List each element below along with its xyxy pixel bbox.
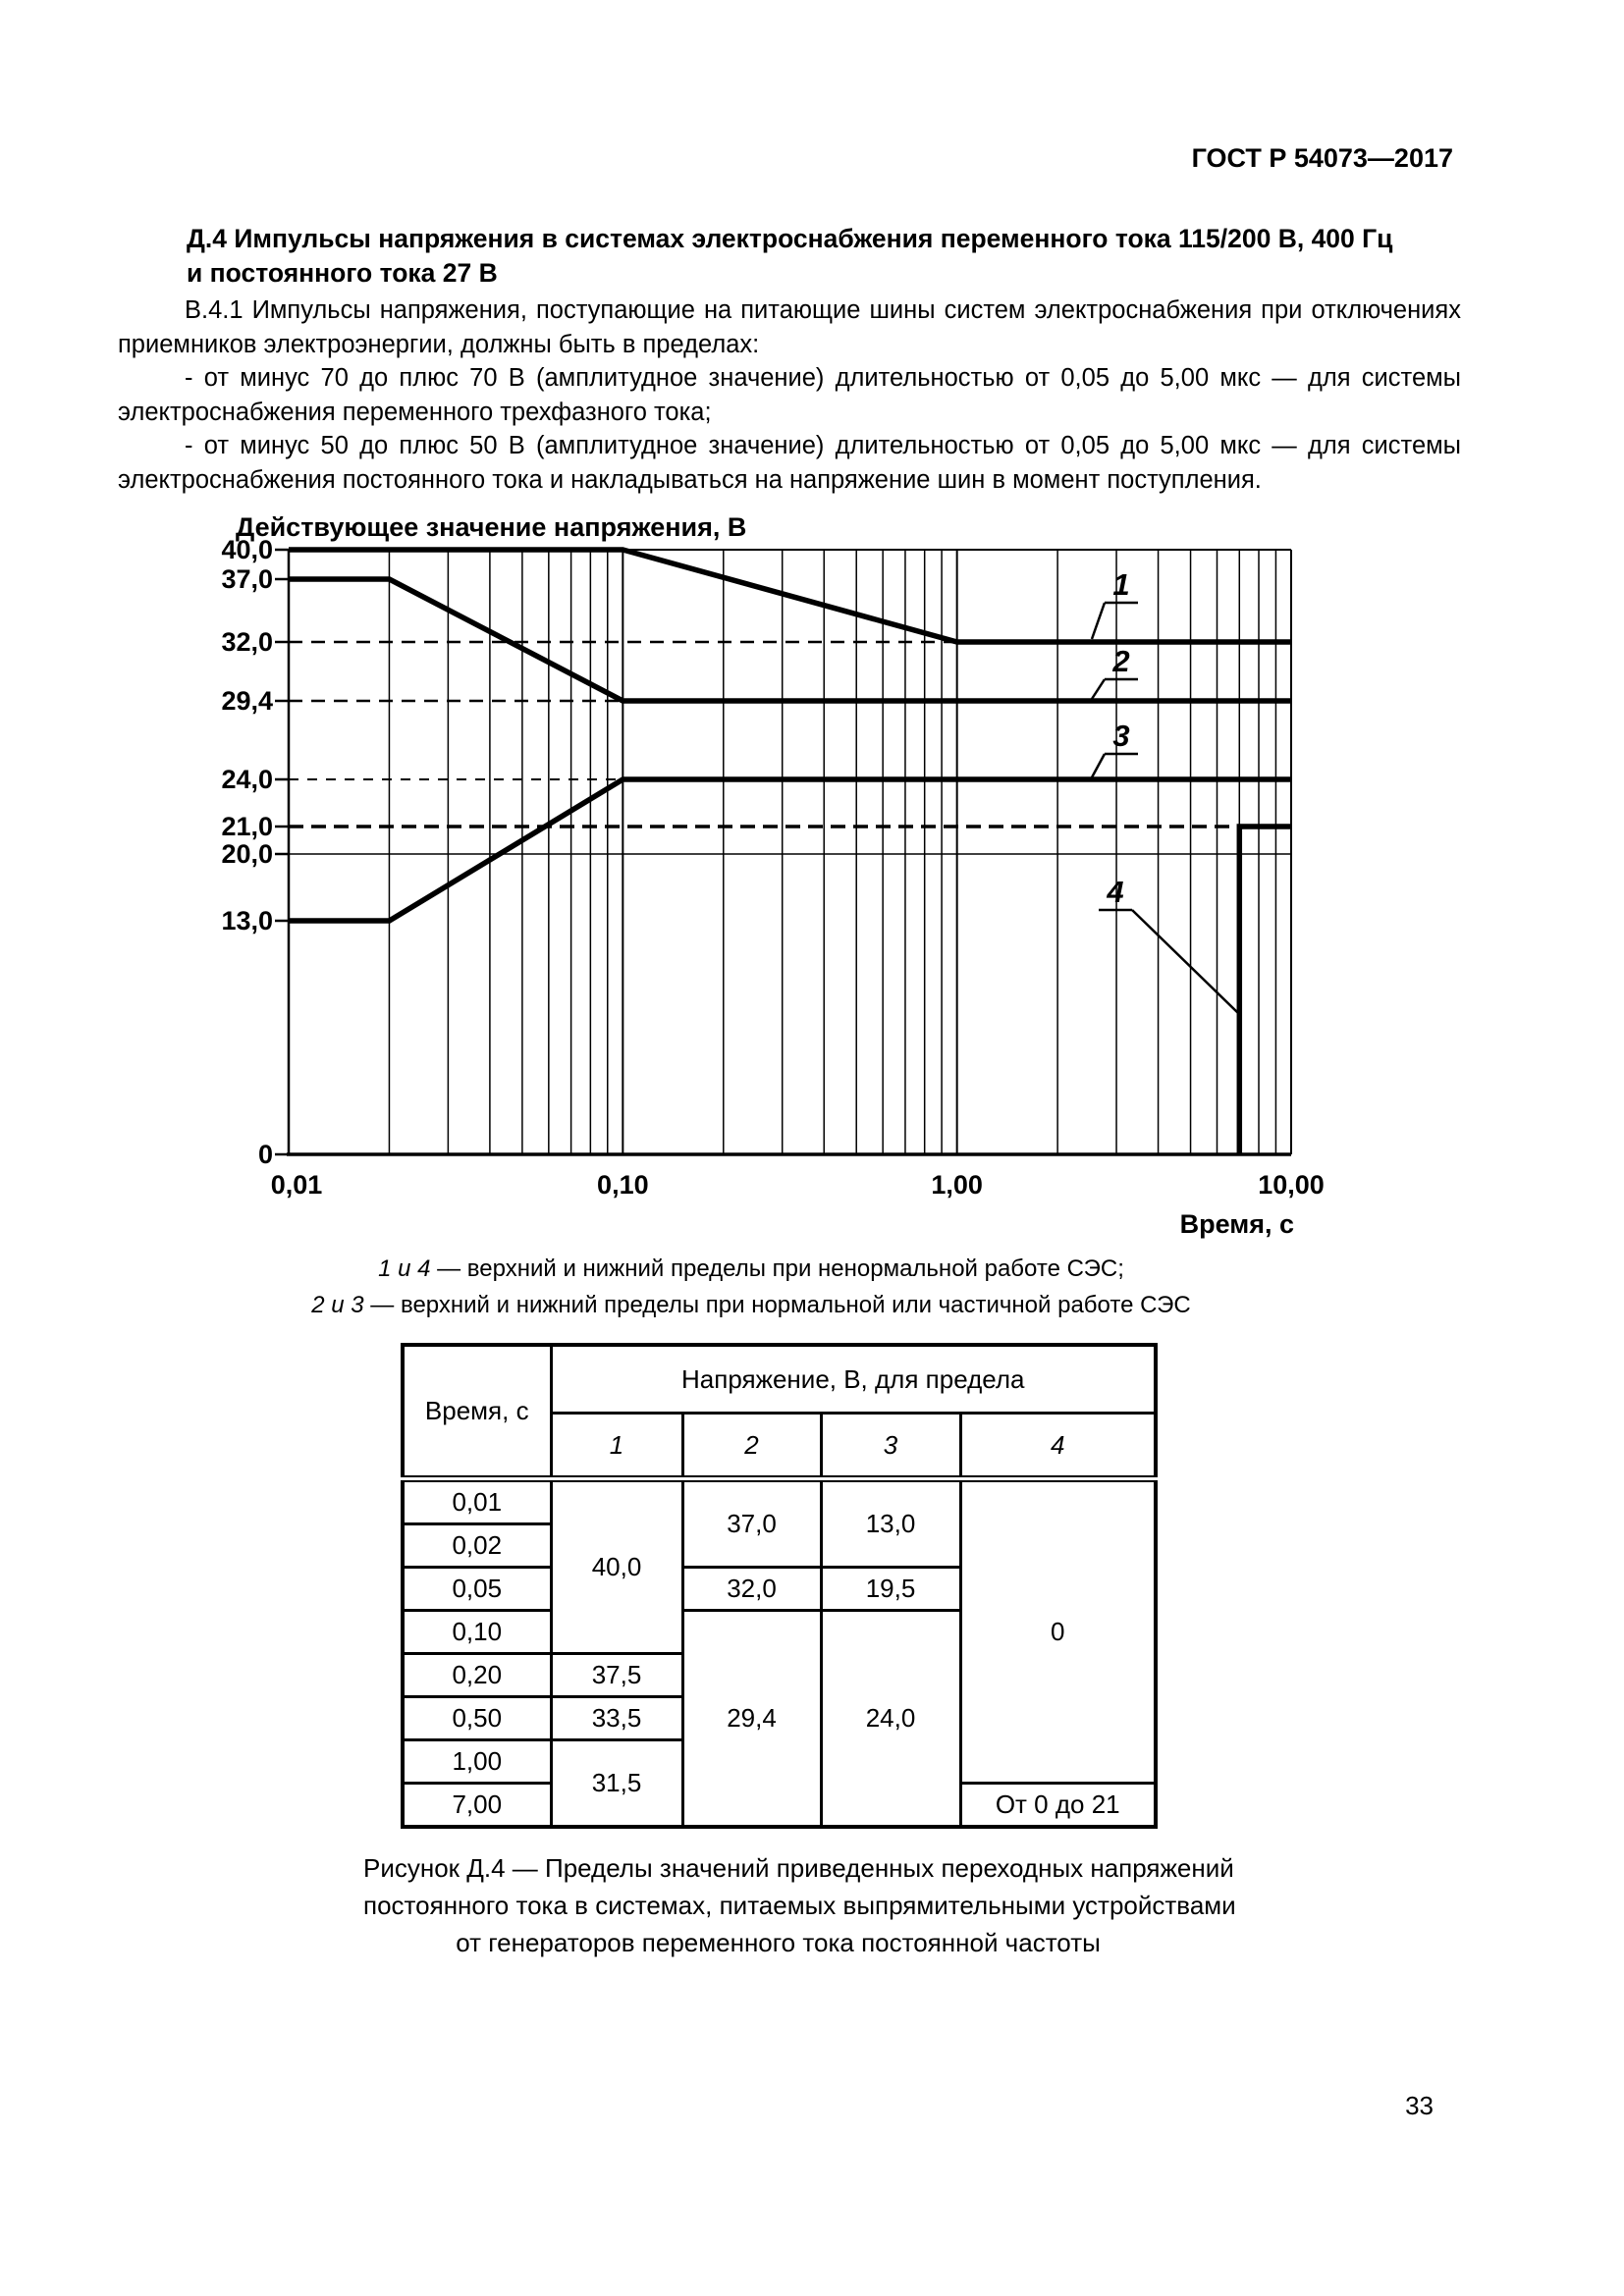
curve-label-1: 1 bbox=[1112, 567, 1129, 602]
chart-axis-labels: 40,037,0 32,0 29,4 24,0 21,020,0 13,0 00,01 0,1… bbox=[221, 512, 1324, 1239]
caption-line-2: постоянного тока в системах, питаемых вы… bbox=[363, 1891, 1236, 1920]
chart-frame bbox=[287, 549, 1292, 1156]
x-tick-label: 0,10 bbox=[597, 1170, 649, 1200]
page-number: 33 bbox=[1405, 2091, 1434, 2120]
table-cell-v3: 13,0 bbox=[819, 1477, 962, 1569]
curve-1 bbox=[289, 547, 1291, 645]
caption-line-1: Рисунок Д.4 — Пределы значений приведенн… bbox=[363, 1853, 1234, 1883]
legend-curves-1-4: 1 и 4 bbox=[378, 1255, 431, 1282]
y-tick-label: 37,0 bbox=[221, 564, 273, 594]
figure-legend: 1 и 4 — верхний и нижний пределы при нен… bbox=[98, 1251, 1404, 1323]
table-row: 1,00 31,5 bbox=[401, 1738, 1156, 1829]
y-tick-label: 0 bbox=[258, 1140, 273, 1169]
table-cell-v2: 29,4 bbox=[680, 1609, 823, 1829]
body-text: В.4.1 Импульсы напряжения, поступающие н… bbox=[118, 294, 1461, 498]
y-tick-label: 20,0 bbox=[221, 839, 273, 869]
table-col-4: 4 bbox=[958, 1412, 1158, 1482]
table-cell-v2: 37,0 bbox=[680, 1477, 823, 1569]
y-tick-label: 40,0 bbox=[221, 535, 273, 564]
chart-curves: 1 2 3 4 bbox=[289, 547, 1291, 1154]
table-row: 0,10 29,4 24,0 bbox=[401, 1609, 1156, 1829]
legend-line-1: 1 и 4 — верхний и нижний пределы при нен… bbox=[98, 1251, 1404, 1287]
y-axis-title: Действующее значение напряжения, В bbox=[236, 512, 746, 542]
section-heading-line2: и постоянного тока 27 В bbox=[187, 258, 498, 288]
table-cell-time: 0,02 bbox=[401, 1522, 553, 1569]
table-col-1: 1 bbox=[549, 1412, 684, 1482]
table-cell-v4: От 0 до 21 bbox=[958, 1782, 1158, 1829]
table-col-2: 2 bbox=[680, 1412, 823, 1482]
legend-text-2: — верхний и нижний пределы при нормально… bbox=[363, 1292, 1191, 1318]
caption-line-3: от генераторов переменного тока постоянн… bbox=[456, 1928, 1101, 1957]
chart-gridlines bbox=[289, 550, 1291, 1154]
table-header-voltage: Напряжение, В, для предела bbox=[549, 1343, 1158, 1415]
table-cell-time: 0,05 bbox=[401, 1566, 553, 1612]
curve-label-4: 4 bbox=[1106, 875, 1123, 909]
x-axis-title: Время, с bbox=[1180, 1209, 1294, 1239]
table-cell-v1: 37,5 bbox=[549, 1652, 684, 1698]
curve-2 bbox=[289, 576, 1291, 704]
table-cell-time: 1,00 bbox=[401, 1738, 553, 1785]
table-header-time: Время, с bbox=[401, 1343, 553, 1482]
table-cell-time: 0,50 bbox=[401, 1695, 553, 1741]
table-row: 7,00 От 0 до 21 bbox=[401, 1782, 1158, 1829]
table-cell-v3: 19,5 bbox=[819, 1566, 962, 1612]
y-tick-label: 32,0 bbox=[221, 627, 273, 657]
legend-text-1: — верхний и нижний пределы при ненормаль… bbox=[430, 1255, 1124, 1282]
figure-caption: Рисунок Д.4 — Пределы значений приведенн… bbox=[363, 1849, 1236, 1961]
limits-table: Время, с Напряжение, В, для предела 1 2 … bbox=[401, 1343, 1158, 1829]
doc-header: ГОСТ Р 54073—2017 bbox=[1191, 143, 1453, 173]
curve-label-2: 2 bbox=[1111, 644, 1129, 678]
table-row: 0,20 37,5 bbox=[401, 1652, 1156, 1698]
table-cell-v2: 32,0 bbox=[680, 1566, 823, 1612]
legend-curves-2-3: 2 и 3 bbox=[311, 1292, 364, 1318]
table-cell-v4: 0 bbox=[958, 1477, 1158, 1785]
table-cell-v1: 31,5 bbox=[549, 1738, 684, 1829]
x-tick-label: 10,00 bbox=[1258, 1170, 1325, 1200]
curve-3 bbox=[289, 776, 1291, 924]
y-tick-label: 13,0 bbox=[221, 906, 273, 935]
x-tick-label: 0,01 bbox=[271, 1170, 323, 1200]
curve-label-3: 3 bbox=[1112, 719, 1129, 753]
table-cell-v1: 33,5 bbox=[549, 1695, 684, 1741]
paragraph-b41: В.4.1 Импульсы напряжения, поступающие н… bbox=[118, 296, 1461, 358]
y-tick-label: 29,4 bbox=[221, 686, 273, 716]
y-tick-label: 21,0 bbox=[221, 812, 273, 841]
paragraph-bullet-1: - от минус 70 до плюс 70 В (амплитудное … bbox=[118, 364, 1461, 426]
legend-line-2: 2 и 3 — верхний и нижний пределы при нор… bbox=[98, 1287, 1404, 1323]
section-heading-line1: Д.4 Импульсы напряжения в системах элект… bbox=[187, 224, 1393, 253]
table-cell-time: 0,20 bbox=[401, 1652, 553, 1698]
table-cell-time: 0,10 bbox=[401, 1609, 553, 1655]
x-tick-label: 1,00 bbox=[931, 1170, 983, 1200]
table-cell-v3: 24,0 bbox=[819, 1609, 962, 1829]
paragraph-bullet-2: - от минус 50 до плюс 50 В (амплитудное … bbox=[118, 432, 1461, 494]
table-cell-time: 0,01 bbox=[401, 1477, 553, 1525]
table-row: 0,02 bbox=[401, 1522, 1156, 1569]
table-row: 0,01 40,0 37,0 13,0 0 bbox=[401, 1477, 1158, 1785]
table-cell-time: 7,00 bbox=[401, 1782, 553, 1829]
table-cell-v1: 40,0 bbox=[549, 1477, 684, 1655]
section-heading: Д.4 Импульсы напряжения в системах элект… bbox=[187, 222, 1473, 291]
table-row: 0,05 32,0 19,5 bbox=[401, 1566, 1156, 1612]
curve-4 bbox=[1236, 824, 1291, 1154]
table-row: 0,50 33,5 bbox=[401, 1695, 1156, 1741]
y-tick-label: 24,0 bbox=[221, 765, 273, 794]
table-col-3: 3 bbox=[819, 1412, 962, 1482]
